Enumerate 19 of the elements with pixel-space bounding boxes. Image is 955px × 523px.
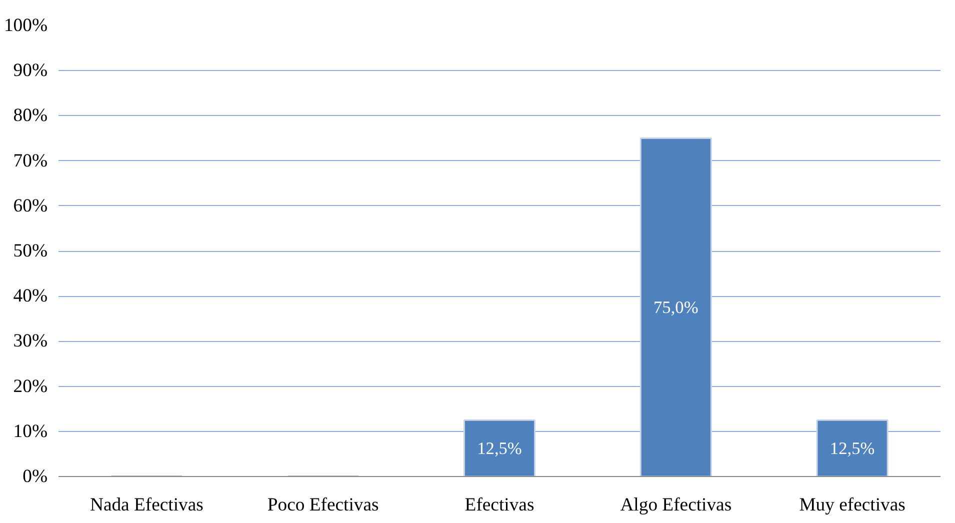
x-tick-label: Poco Efectivas [267,494,379,516]
y-tick-label: 80% [13,105,48,126]
y-tick-label: 30% [13,330,48,352]
x-tick-label: Algo Efectivas [620,494,732,516]
y-tick-label: 60% [13,195,48,216]
y-tick-label: 100% [4,15,48,36]
y-tick-label: 70% [13,150,48,172]
y-tick-label: 0% [22,466,48,487]
y-tick-label: 50% [13,240,48,262]
data-label: 12,5% [830,438,875,458]
y-tick-label: 90% [13,60,48,82]
x-tick-label: Efectivas [464,494,534,516]
y-tick-label: 20% [13,376,48,397]
data-label: 75,0% [654,298,698,317]
y-tick-label: 10% [13,420,48,442]
data-label: 12,5% [477,438,522,458]
y-tick-label: 40% [13,286,48,307]
x-tick-label: Nada Efectivas [90,494,204,516]
x-tick-label: Muy efectivas [799,494,906,516]
